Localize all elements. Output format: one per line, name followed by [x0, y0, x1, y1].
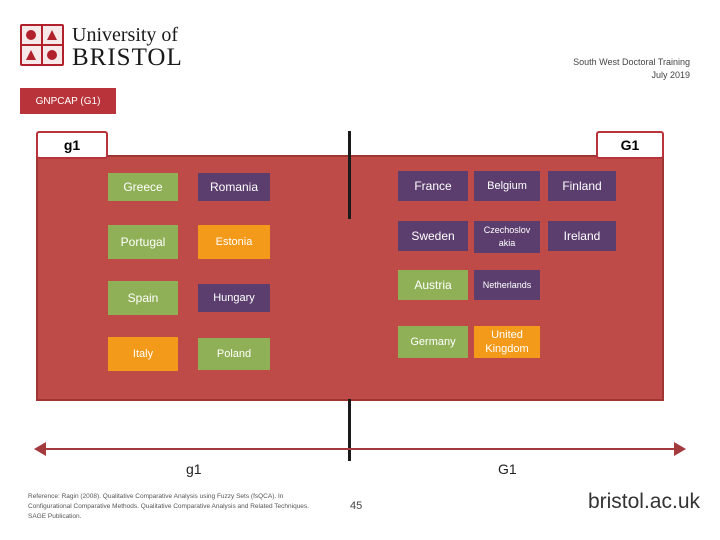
- arrow-right-icon: [674, 442, 686, 456]
- panel-label-left: g1: [36, 131, 108, 159]
- doctoral-training-info: South West Doctoral Training July 2019: [573, 56, 690, 82]
- country-box: Greece: [108, 173, 178, 201]
- country-box: Austria: [398, 270, 468, 300]
- university-name-line1: University of: [72, 24, 179, 46]
- brand-url: bristol.ac.uk: [587, 490, 700, 513]
- page-number: 45: [350, 500, 363, 512]
- axis-label-right: G1: [498, 461, 517, 477]
- reference-note: Reference: Ragin (2008). Qualitative Com…: [28, 493, 309, 520]
- country-box: Portugal: [108, 225, 178, 259]
- country-box: Germany: [398, 326, 468, 358]
- country-box: United Kingdom: [474, 326, 540, 358]
- country-box: France: [398, 171, 468, 201]
- set-divider-bottom: [348, 399, 351, 461]
- membership-axis: [44, 448, 676, 450]
- section-tag: GNPCAP (G1): [20, 88, 116, 114]
- country-box: Belgium: [474, 171, 540, 201]
- country-box: Estonia: [198, 225, 270, 259]
- arrow-left-icon: [34, 442, 46, 456]
- country-box: Hungary: [198, 284, 270, 312]
- country-box: Sweden: [398, 221, 468, 251]
- university-name-line2: BRISTOL: [72, 44, 183, 71]
- university-crest-icon: [20, 24, 64, 66]
- country-box: Netherlands: [474, 270, 540, 300]
- set-divider-top: [348, 131, 351, 219]
- country-box: Italy: [108, 337, 178, 371]
- country-box: Finland: [548, 171, 616, 201]
- country-box: Spain: [108, 281, 178, 315]
- axis-label-left: g1: [186, 461, 202, 477]
- country-box: Romania: [198, 173, 270, 201]
- country-box: Poland: [198, 338, 270, 370]
- dtc-date: July 2019: [651, 70, 690, 80]
- country-box: Czechoslov akia: [474, 221, 540, 253]
- panel-label-right: G1: [596, 131, 664, 159]
- country-box: Ireland: [548, 221, 616, 251]
- dtc-title: South West Doctoral Training: [573, 57, 690, 67]
